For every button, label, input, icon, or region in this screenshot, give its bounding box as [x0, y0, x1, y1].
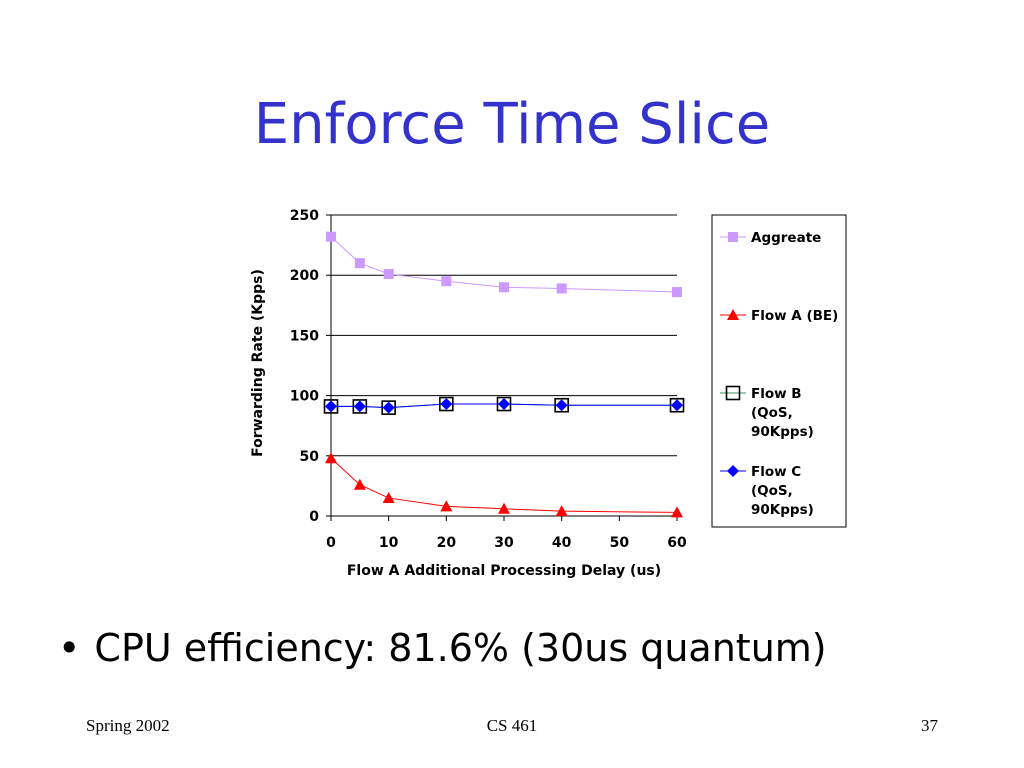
legend-label-flow-c-qos-90kpps: Flow C: [751, 464, 801, 480]
data-point-flow-c-qos-90kpps: [325, 400, 337, 413]
bullet-text: CPU efficiency: 81.6% (30us quantum): [94, 626, 827, 670]
legend-label-flow-b-qos-90kpps: 90Kpps): [751, 424, 814, 440]
legend-marker-flow-b-qos-90kpps: [725, 385, 741, 401]
legend-marker-aggreate: [728, 232, 738, 242]
data-point-aggreate: [672, 287, 682, 298]
data-point-aggreate: [354, 258, 365, 269]
data-point-flow-a-be: [440, 500, 453, 512]
data-point-aggreate: [499, 282, 509, 293]
x-axis-label: Flow A Additional Processing Delay (us): [347, 563, 661, 579]
legend-label-flow-c-qos-90kpps: (QoS,: [751, 483, 793, 499]
data-point-flow-a-be: [325, 452, 337, 464]
legend-label-flow-a-be: Flow A (BE): [751, 308, 838, 324]
data-point-aggreate: [383, 268, 394, 279]
legend-label-aggreate: Aggreate: [751, 230, 821, 246]
y-tick-label: 50: [300, 449, 320, 465]
slide-title: Enforce Time Slice: [253, 92, 771, 157]
data-point-flow-a-be: [498, 502, 510, 514]
x-tick-label: 60: [667, 535, 687, 551]
legend-marker-flow-a-be: [727, 309, 739, 320]
data-point-aggreate: [556, 283, 567, 294]
data-point-flow-c-qos-90kpps: [382, 401, 395, 414]
data-point-flow-c-qos-90kpps: [353, 400, 366, 413]
x-tick-label: 10: [379, 535, 399, 551]
bullet-dot: •: [58, 626, 81, 670]
data-point-flow-c-qos-90kpps: [440, 398, 453, 411]
data-point-aggreate: [326, 231, 336, 242]
footer-date: Spring 2002: [86, 716, 170, 735]
data-point-aggreate: [441, 276, 452, 287]
data-point-flow-a-be: [671, 506, 683, 518]
legend-label-flow-b-qos-90kpps: Flow B: [751, 386, 802, 402]
footer-course: CS 461: [486, 716, 538, 735]
data-point-flow-a-be: [353, 478, 366, 490]
data-point-flow-c-qos-90kpps: [671, 399, 683, 412]
y-tick-label: 150: [290, 328, 319, 344]
footer-page-number: 37: [921, 716, 938, 735]
bullet-point: • CPU efficiency: 81.6% (30us quantum): [58, 622, 827, 674]
x-tick-label: 50: [610, 535, 630, 551]
y-tick-label: 200: [290, 268, 319, 284]
x-tick-label: 40: [552, 535, 572, 551]
legend-box: [711, 214, 847, 528]
legend-marker-flow-c-qos-90kpps: [727, 465, 739, 477]
data-point-flow-a-be: [382, 491, 395, 503]
y-tick-label: 100: [290, 389, 319, 405]
y-tick-label: 250: [290, 208, 319, 224]
data-point-flow-c-qos-90kpps: [498, 398, 510, 411]
legend-label-flow-b-qos-90kpps: (QoS,: [751, 405, 793, 421]
x-tick-label: 20: [437, 535, 457, 551]
y-axis-label: Forwarding Rate (Kpps): [250, 269, 266, 457]
legend-label-flow-c-qos-90kpps: 90Kpps): [751, 502, 814, 518]
y-tick-label: 0: [309, 509, 319, 525]
x-tick-label: 30: [494, 535, 514, 551]
data-point-flow-a-be: [555, 505, 568, 517]
x-tick-label: 0: [326, 535, 336, 551]
data-point-flow-c-qos-90kpps: [555, 399, 568, 412]
